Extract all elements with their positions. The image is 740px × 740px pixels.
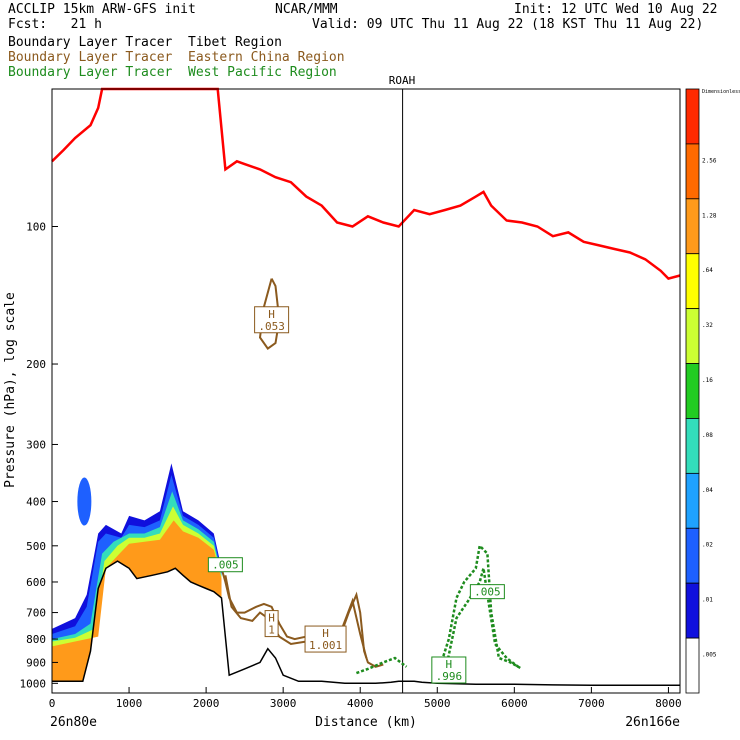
contour-label-text: .005 <box>474 586 501 599</box>
west-pacific-contour-0 <box>355 656 408 675</box>
y-tick-label: 400 <box>26 496 46 509</box>
header-right-line2: Valid: 09 UTC Thu 11 Aug 22 (18 KST Thu … <box>312 17 704 32</box>
contour-label-text: .005 <box>212 559 239 572</box>
station-label: ROAH <box>389 74 416 87</box>
colorbar-swatch <box>685 472 700 529</box>
y-tick-label: 1000 <box>20 677 47 690</box>
x-start-label: 26n80e <box>50 715 97 730</box>
x-tick-label: 6000 <box>501 697 528 710</box>
colorbar-level: .32 <box>702 322 713 329</box>
colorbar-level: .04 <box>702 487 713 494</box>
eastern-china-contour-1 <box>220 568 384 668</box>
colorbar-swatch <box>685 253 700 310</box>
contour-label-box <box>254 306 290 334</box>
tracer-fill-blob <box>77 477 92 526</box>
x-tick-label: 7000 <box>578 697 605 710</box>
colorbar-level: 1.28 <box>702 212 717 219</box>
colorbar-level: .02 <box>702 542 713 549</box>
contour-label-text: H <box>322 627 329 640</box>
contour-label-text: .996 <box>436 670 463 683</box>
west-pacific-contour-2 <box>443 567 519 674</box>
colorbar-swatch <box>685 418 700 474</box>
colorbar-swatch <box>685 143 700 200</box>
contour-label-box <box>431 656 467 684</box>
colorbar-swatch <box>685 637 700 694</box>
plot-lines <box>51 87 681 693</box>
eastern-china-contour-2 <box>224 575 368 659</box>
colorbar-swatch <box>685 582 700 639</box>
contour-label-text: H <box>446 658 453 671</box>
x-axis-label: Distance (km) <box>315 715 417 730</box>
legend-west-pacific: Boundary Layer Tracer West Pacific Regio… <box>8 65 337 80</box>
y-tick-label: 900 <box>26 656 46 669</box>
x-tick-label: 3000 <box>270 697 297 710</box>
header-right-line1: Init: 12 UTC Wed 10 Aug 22 <box>514 2 718 17</box>
y-tick-label: 100 <box>26 221 46 234</box>
colorbar-title: Dimensionless <box>702 89 740 95</box>
y-tick-label: 200 <box>26 358 46 371</box>
x-end-label: 26n166e <box>625 715 680 730</box>
contour-label-text: 1 <box>268 624 275 637</box>
y-tick-label: 800 <box>26 633 46 646</box>
plot-frame <box>51 88 681 694</box>
y-tick-label: 600 <box>26 576 46 589</box>
contour-label-text: 1.001 <box>309 639 342 652</box>
colorbar-level: .005 <box>702 652 717 659</box>
x-tick-label: 2000 <box>193 697 220 710</box>
y-axis-label: Pressure (hPa), log scale <box>3 292 18 488</box>
legend-eastern-china: Boundary Layer Tracer Eastern China Regi… <box>8 50 345 65</box>
x-tick-label: 1000 <box>116 697 143 710</box>
tracer-fill-band-4 <box>52 520 222 682</box>
y-tick-label: 300 <box>26 438 46 451</box>
colorbar-swatch <box>685 198 700 255</box>
x-tick-label: 5000 <box>424 697 451 710</box>
colorbar-level: 2.56 <box>702 157 717 164</box>
tropopause-line <box>51 87 681 280</box>
colorbar-swatch <box>685 308 700 364</box>
tracer-fills <box>52 463 222 682</box>
colorbar-level: .01 <box>702 597 713 604</box>
colorbar: Dimensionless 2.56 1.28 .64 .32 .16 .08 .04 .02.… <box>685 88 740 694</box>
y-tick-label: 500 <box>26 540 46 553</box>
colorbar-swatch <box>685 363 700 419</box>
header-left-line2: Fcst: 21 h <box>8 17 102 32</box>
contour-label-text: H <box>268 308 275 321</box>
contour-label-box <box>264 610 279 638</box>
terrain-line <box>52 560 680 687</box>
header-center-line1: NCAR/MMM <box>275 2 338 17</box>
legend-tibet: Boundary Layer Tracer Tibet Region <box>8 35 282 50</box>
contour-label-box <box>469 584 505 600</box>
colorbar-level: .64 <box>702 267 713 274</box>
x-tick-label: 4000 <box>347 697 374 710</box>
colorbar-level: .08 <box>702 432 713 439</box>
x-tick-label: 8000 <box>655 697 682 710</box>
west-pacific-contour-1 <box>436 543 523 676</box>
header-left-line1: ACCLIP 15km ARW-GFS init <box>8 2 196 17</box>
contour-label-box <box>207 557 243 573</box>
colorbar-swatch <box>685 88 700 145</box>
contour-label-text: .053 <box>258 320 285 333</box>
colorbar-level: .16 <box>702 377 713 384</box>
contour-label-box <box>304 625 347 653</box>
colorbar-swatch <box>685 527 700 584</box>
x-tick-label: 0 <box>49 697 56 710</box>
contour-label-text: H <box>268 612 275 625</box>
y-tick-label: 700 <box>26 607 46 620</box>
